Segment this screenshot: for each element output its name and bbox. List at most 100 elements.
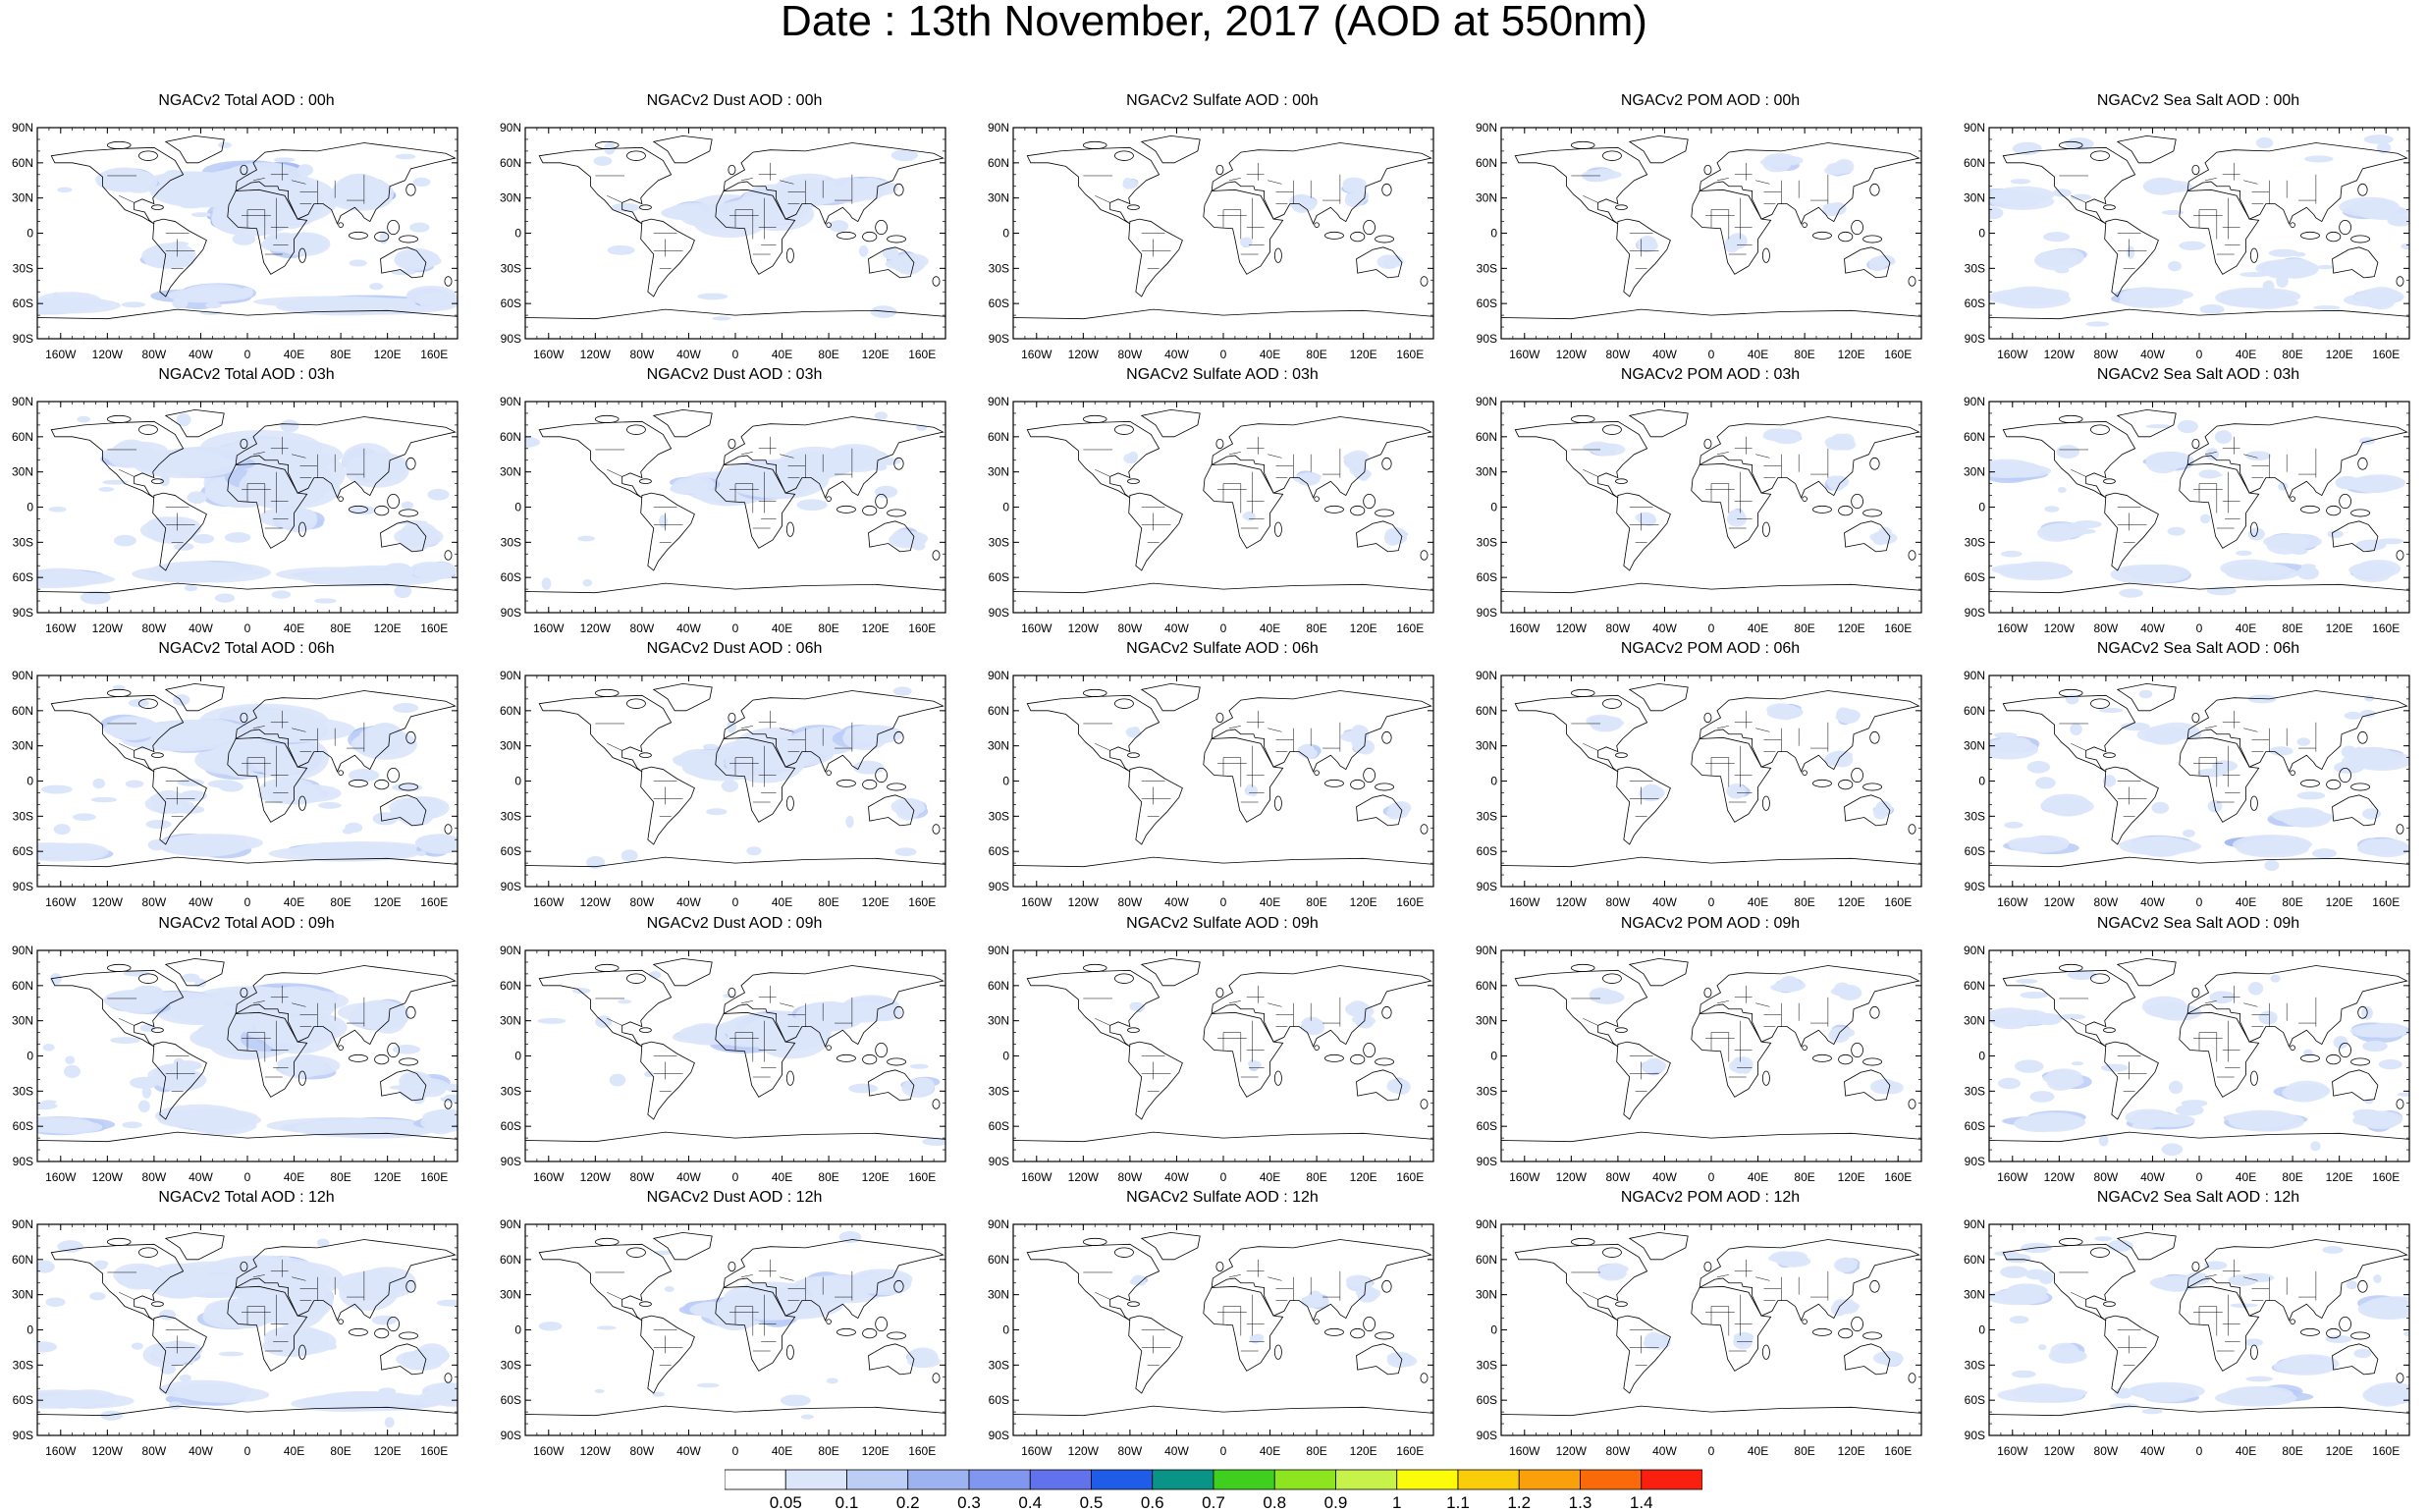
map-frame: [524, 675, 946, 888]
lon-tick-label: 0: [244, 348, 251, 361]
lon-tick-label: 40E: [772, 895, 792, 909]
lat-tick-label: 60N: [1964, 979, 1985, 993]
lon-tick-label: 80E: [818, 1444, 838, 1458]
lon-tick-label: 80E: [330, 1170, 351, 1184]
lat-tick-label: 60N: [1476, 430, 1497, 444]
lon-tick-label: 80W: [142, 1170, 167, 1184]
world-map: 90N 60N 30N 0 30S 60S 90S 160W 120W 80W 40W 0 40E 80E…: [12, 944, 459, 1184]
lon-tick-label: 160E: [420, 1444, 448, 1458]
lon-tick-label: 160W: [1509, 895, 1540, 909]
lon-tick-label: 120W: [1068, 348, 1100, 361]
colorbar-swatch: [1580, 1469, 1643, 1490]
lat-tick-label: 90N: [988, 669, 1009, 682]
map-frame: [1500, 675, 1922, 888]
lat-tick-label: 0: [1002, 1050, 1009, 1063]
lon-tick-label: 40W: [189, 348, 213, 361]
lon-tick-label: 80E: [1794, 1170, 1814, 1184]
lat-tick-label: 90N: [988, 944, 1009, 957]
lat-tick-label: 0: [1490, 775, 1497, 788]
world-map: 90N 60N 30N 0 30S 60S 90S 160W 120W 80W 40W 0 40E 80E…: [988, 669, 1434, 909]
lon-tick-label: 40W: [2140, 1444, 2165, 1458]
lon-tick-label: 120W: [92, 1170, 124, 1184]
lon-tick-label: 80W: [142, 1444, 167, 1458]
country-borders: [107, 162, 365, 269]
lon-tick-label: 80E: [2282, 895, 2302, 909]
lat-tick-label: 90S: [1965, 1155, 1985, 1168]
lon-tick-label: 40W: [189, 895, 213, 909]
world-map: 90N 60N 30N 0 30S 60S 90S 160W 120W 80W 40W 0 40E 80E…: [988, 395, 1434, 635]
map-frame: [1012, 1223, 1434, 1436]
lon-tick-label: 80E: [2282, 621, 2302, 635]
colorbar-swatch: [1457, 1469, 1520, 1490]
lat-tick-label: 90N: [1476, 395, 1497, 408]
country-borders: [2059, 985, 2317, 1092]
lon-tick-label: 40E: [2236, 621, 2256, 635]
lat-tick-label: 30N: [988, 191, 1009, 205]
map-panel: NGACv2 Sea Salt AOD : 06h 90N 60N 30N 0 30S 60…: [1952, 640, 2413, 910]
world-map: 90N 60N 30N 0 30S 60S 90S 160W 120W 80W 40W 0 40E 80E…: [988, 944, 1434, 1184]
lon-tick-label: 40W: [676, 1170, 701, 1184]
lon-tick-label: 160W: [1997, 1170, 2028, 1184]
country-borders: [1083, 162, 1341, 269]
world-map: 90N 60N 30N 0 30S 60S 90S 160W 120W 80W 40W 0 40E 80E…: [1476, 1217, 1922, 1458]
panel-title: NGACv2 Sulfate AOD : 00h: [1126, 92, 1319, 109]
panel-title: NGACv2 Total AOD : 06h: [158, 640, 335, 657]
colorbar-swatch: [907, 1469, 970, 1490]
lon-tick-label: 80W: [2094, 1444, 2119, 1458]
country-borders: [1571, 985, 1829, 1092]
panel-title: NGACv2 Total AOD : 00h: [158, 92, 335, 109]
lon-tick-label: 40E: [1260, 621, 1280, 635]
lat-tick-label: 60S: [13, 844, 33, 858]
lat-tick-label: 90S: [1477, 880, 1497, 893]
lat-tick-label: 60S: [989, 1119, 1009, 1133]
lon-tick-label: 160W: [1509, 1444, 1540, 1458]
lon-tick-label: 120E: [862, 895, 890, 909]
lat-tick-label: 30S: [1477, 1084, 1497, 1098]
lon-tick-label: 120W: [2044, 348, 2076, 361]
country-borders: [2059, 710, 2317, 817]
lat-tick-label: 30S: [989, 535, 1009, 549]
lat-tick-label: 30N: [1476, 739, 1497, 753]
aod-field: [593, 141, 929, 321]
lon-tick-label: 160E: [908, 895, 936, 909]
colorbar-label: 0.8: [1263, 1493, 1286, 1512]
lon-tick-label: 160E: [420, 621, 448, 635]
map-frame: [1500, 401, 1922, 614]
panel-title: NGACv2 Sea Salt AOD : 00h: [2096, 92, 2300, 109]
lon-tick-label: 0: [244, 1444, 251, 1458]
panel-title: NGACv2 Dust AOD : 03h: [646, 366, 823, 383]
panel-title: NGACv2 Sea Salt AOD : 06h: [2096, 640, 2300, 657]
lon-tick-label: 80E: [2282, 1444, 2302, 1458]
lat-tick-label: 90N: [1964, 395, 1985, 408]
lat-tick-label: 30S: [501, 1358, 521, 1372]
lon-tick-label: 120W: [1068, 1170, 1100, 1184]
lat-tick-label: 90N: [1964, 669, 1985, 682]
panel-title: NGACv2 POM AOD : 12h: [1620, 1189, 1801, 1206]
coastlines: [1012, 408, 1434, 614]
lat-tick-label: 30S: [501, 261, 521, 275]
lat-tick-label: 0: [514, 501, 521, 514]
lat-tick-label: 90N: [500, 1217, 521, 1231]
coastlines: [36, 682, 459, 888]
lat-tick-label: 30N: [1964, 191, 1985, 205]
lat-tick-label: 90N: [500, 395, 521, 408]
lon-tick-label: 120E: [374, 621, 402, 635]
colorbar-label: 0.3: [957, 1493, 981, 1512]
lat-tick-label: 90S: [1965, 1429, 1985, 1442]
lon-tick-label: 40W: [1164, 895, 1189, 909]
colorbar-label: 0.9: [1324, 1493, 1348, 1512]
aod-field: [1122, 177, 1404, 270]
map-panel: NGACv2 Total AOD : 03h 90N 60N 30N 0 30S 60S 90…: [0, 366, 461, 636]
map-panel: NGACv2 Sulfate AOD : 09h 90N 60N 30N 0 30S 60S…: [976, 915, 1437, 1185]
lon-tick-label: 120W: [92, 895, 124, 909]
lat-tick-label: 60S: [13, 570, 33, 584]
lon-tick-label: 40W: [1164, 621, 1189, 635]
lon-tick-label: 40E: [1748, 895, 1768, 909]
lat-tick-label: 60N: [12, 704, 33, 718]
lat-tick-label: 60S: [501, 1119, 521, 1133]
colorbar-swatch: [1396, 1469, 1459, 1490]
lon-tick-label: 160W: [45, 1444, 77, 1458]
map-panel: NGACv2 Total AOD : 09h 90N 60N 30N 0 30S 60S 90…: [0, 915, 461, 1185]
panel-title: NGACv2 Sulfate AOD : 12h: [1126, 1189, 1319, 1206]
map-panel: NGACv2 Total AOD : 00h 90N 60N 30N 0 30S 60S 90…: [0, 92, 461, 362]
